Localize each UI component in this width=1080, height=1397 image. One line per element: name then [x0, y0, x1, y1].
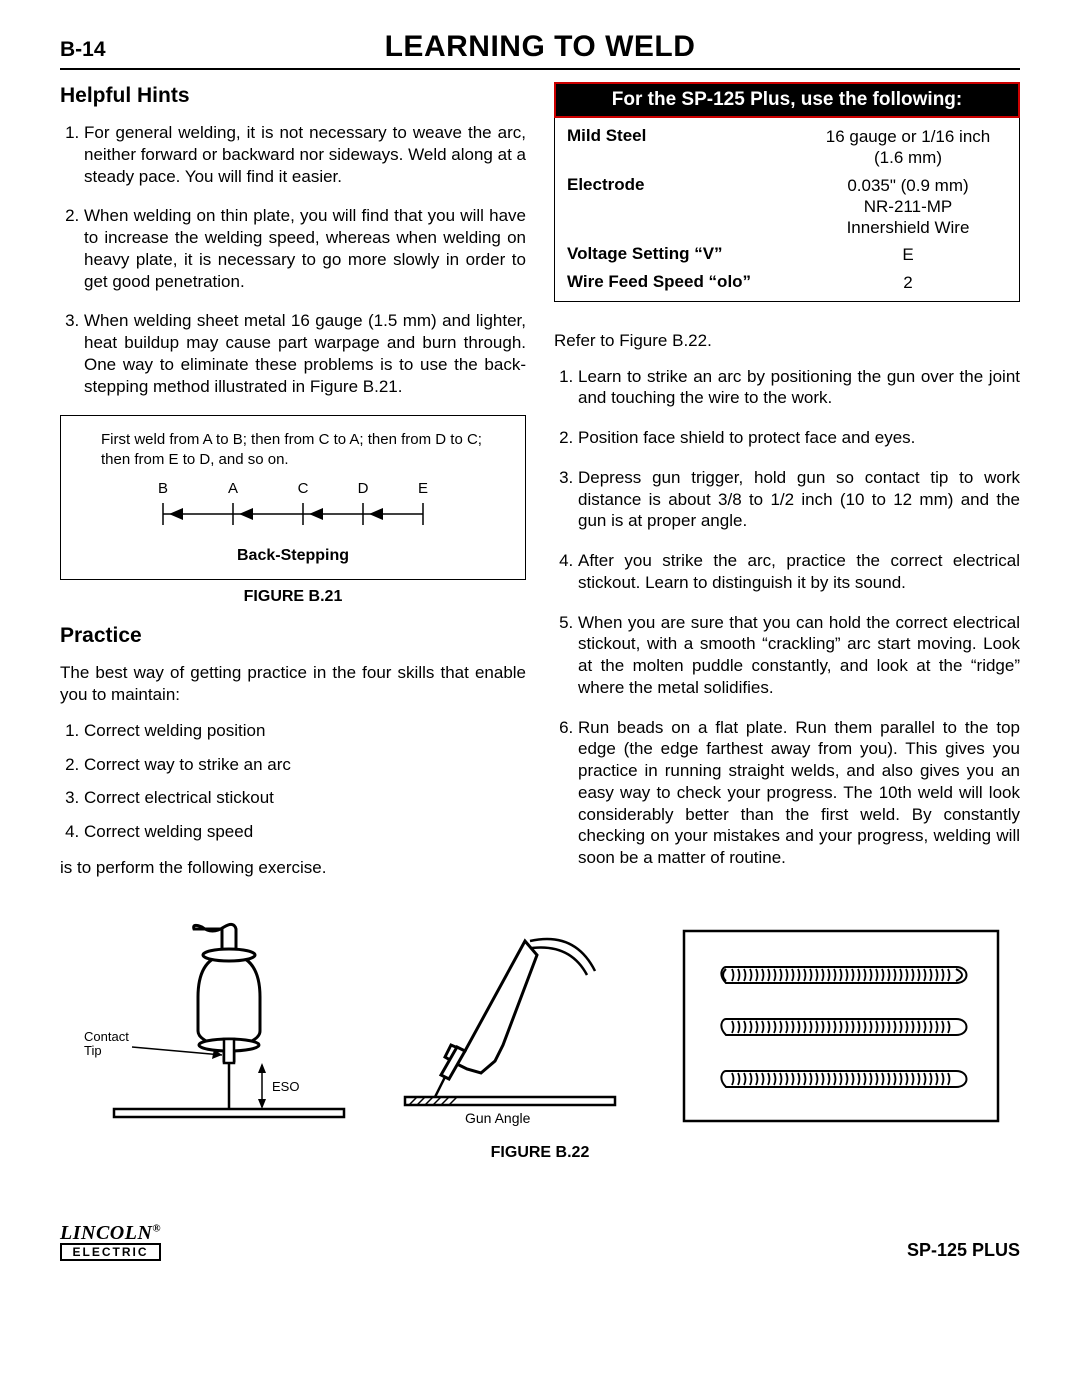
settings-row: Electrode 0.035" (0.9 mm) NR-211-MP Inne… — [567, 175, 1007, 239]
settings-label: Electrode — [567, 175, 809, 239]
b21-letter: D — [358, 480, 369, 497]
page-number: B-14 — [60, 38, 320, 62]
logo-top: LINCOLN® — [60, 1222, 161, 1245]
right-column: For the SP-125 Plus, use the following: … — [554, 80, 1020, 893]
practice-step: After you strike the arc, practice the c… — [578, 550, 1020, 594]
settings-label: Wire Feed Speed “olo” — [567, 272, 809, 293]
manual-page: B-14 LEARNING TO WELD Helpful Hints For … — [0, 0, 1080, 1301]
settings-value: 0.035" (0.9 mm) NR-211-MP Innershield Wi… — [809, 175, 1007, 239]
practice-step: When you are sure that you can hold the … — [578, 612, 1020, 699]
settings-body: Mild Steel 16 gauge or 1/16 inch (1.6 mm… — [554, 118, 1020, 302]
practice-outro: is to perform the following exercise. — [60, 857, 526, 879]
figure-b21-desc: First weld from A to B; then from C to A… — [85, 430, 501, 469]
b21-letter: E — [418, 480, 428, 497]
figure-b22-row: Contact Tip ESO — [60, 921, 1020, 1136]
svg-text:Tip: Tip — [84, 1043, 102, 1058]
hints-list: For general welding, it is not necessary… — [60, 122, 526, 397]
settings-label: Voltage Setting “V” — [567, 244, 809, 265]
two-column-body: Helpful Hints For general welding, it is… — [60, 80, 1020, 893]
practice-skill: Correct welding speed — [84, 821, 526, 843]
logo-bottom: ELECTRIC — [60, 1243, 161, 1261]
practice-intro: The best way of getting practice in the … — [60, 662, 526, 706]
gun-angle-diagram: Gun Angle — [395, 921, 635, 1131]
practice-skills-list: Correct welding position Correct way to … — [60, 720, 526, 843]
page-footer: LINCOLN® ELECTRIC SP-125 PLUS — [60, 1222, 1020, 1261]
settings-value: E — [809, 244, 1007, 265]
fig22-gun-angle-panel: Gun Angle — [395, 921, 635, 1136]
fig22-beads-panel — [676, 921, 1006, 1136]
back-stepping-diagram: B A C D E — [133, 479, 453, 539]
figure-b21-box: First weld from A to B; then from C to A… — [60, 415, 526, 580]
practice-skill: Correct way to strike an arc — [84, 754, 526, 776]
practice-skill: Correct electrical stickout — [84, 787, 526, 809]
practice-steps-list: Learn to strike an arc by positioning th… — [554, 366, 1020, 869]
figure-b21-caption: FIGURE B.21 — [60, 588, 526, 606]
practice-step: Depress gun trigger, hold gun so contact… — [578, 467, 1020, 532]
practice-heading: Practice — [60, 624, 526, 648]
settings-value: 16 gauge or 1/16 inch (1.6 mm) — [809, 126, 1007, 169]
settings-box: For the SP-125 Plus, use the following: … — [554, 82, 1020, 302]
hints-heading: Helpful Hints — [60, 84, 526, 108]
model-number: SP-125 PLUS — [907, 1240, 1020, 1261]
b21-letter: A — [228, 480, 238, 497]
practice-step: Run beads on a flat plate. Run them para… — [578, 717, 1020, 869]
lincoln-logo: LINCOLN® ELECTRIC — [60, 1222, 161, 1261]
contact-tip-diagram: Contact Tip ESO — [74, 921, 354, 1131]
practice-step: Learn to strike an arc by positioning th… — [578, 366, 1020, 410]
eso-label: ESO — [272, 1079, 299, 1094]
page-header: B-14 LEARNING TO WELD — [60, 30, 1020, 70]
practice-step: Position face shield to protect face and… — [578, 427, 1020, 449]
gun-angle-label: Gun Angle — [465, 1110, 531, 1126]
settings-heading: For the SP-125 Plus, use the following: — [554, 82, 1020, 118]
weld-beads-diagram — [676, 921, 1006, 1131]
page-title: LEARNING TO WELD — [320, 30, 760, 64]
left-column: Helpful Hints For general welding, it is… — [60, 80, 526, 893]
practice-skill: Correct welding position — [84, 720, 526, 742]
settings-label: Mild Steel — [567, 126, 809, 169]
b21-letter: C — [298, 480, 309, 497]
hint-item: When welding on thin plate, you will fin… — [84, 205, 526, 292]
contact-tip-label: Contact — [84, 1029, 129, 1044]
hint-item: For general welding, it is not necessary… — [84, 122, 526, 187]
settings-row: Mild Steel 16 gauge or 1/16 inch (1.6 mm… — [567, 126, 1007, 169]
settings-row: Wire Feed Speed “olo” 2 — [567, 272, 1007, 293]
refer-text: Refer to Figure B.22. — [554, 330, 1020, 352]
settings-value: 2 — [809, 272, 1007, 293]
settings-row: Voltage Setting “V” E — [567, 244, 1007, 265]
back-stepping-label: Back-Stepping — [85, 547, 501, 565]
fig22-contact-tip-panel: Contact Tip ESO — [74, 921, 354, 1136]
figure-b22-caption: FIGURE B.22 — [60, 1144, 1020, 1162]
b21-letter: B — [158, 480, 168, 497]
hint-item: When welding sheet metal 16 gauge (1.5 m… — [84, 310, 526, 397]
